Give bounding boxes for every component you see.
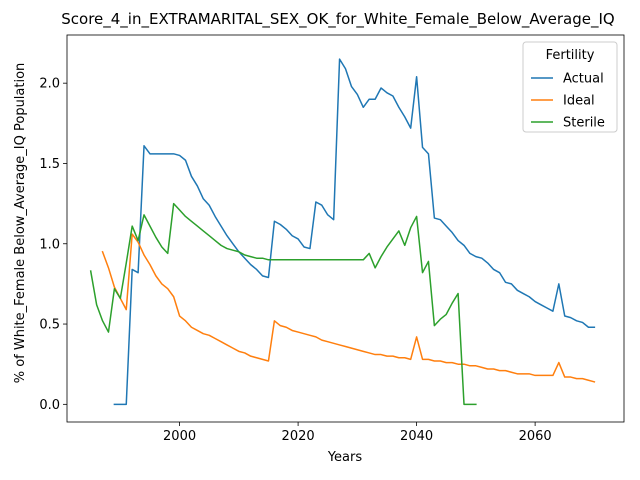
y-tick-label: 1.5 [39, 157, 60, 172]
x-tick-label: 2000 [163, 429, 196, 444]
y-tick-label: 1.0 [39, 237, 60, 252]
legend-title: Fertility [546, 48, 595, 63]
x-tick-label: 2020 [282, 429, 315, 444]
chart-title: Score_4_in_EXTRAMARITAL_SEX_OK_for_White… [61, 10, 614, 29]
x-axis-ticks: 2000 2020 2040 2060 [163, 422, 552, 444]
y-tick-label: 0.0 [39, 398, 60, 413]
x-tick-label: 2040 [400, 429, 433, 444]
y-axis-ticks: 0.0 0.5 1.0 1.5 2.0 [39, 77, 67, 413]
legend-label-actual: Actual [563, 72, 604, 87]
series-line-sterile [89, 202, 477, 406]
y-tick-label: 0.5 [39, 318, 60, 333]
plot-frame [66, 34, 625, 423]
x-tick-label: 2060 [519, 429, 552, 444]
legend-box [522, 41, 618, 133]
legend: Fertility Actual Ideal Sterile [522, 41, 618, 133]
x-axis-label: Years [327, 450, 363, 465]
series-line-actual [113, 58, 596, 406]
legend-label-sterile: Sterile [563, 116, 605, 131]
y-axis-label: % of White_Female Below_Average_IQ Popul… [13, 63, 28, 384]
plot-lines [89, 58, 596, 406]
y-tick-label: 2.0 [39, 77, 60, 92]
series-line-ideal [101, 233, 596, 383]
legend-label-ideal: Ideal [563, 94, 595, 109]
